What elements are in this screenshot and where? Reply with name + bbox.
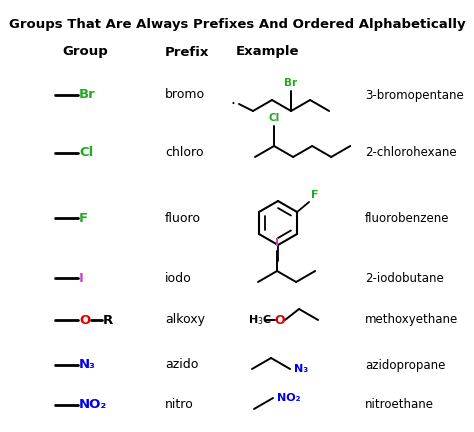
Text: N₃: N₃ [294,364,308,374]
Text: Cl: Cl [79,146,93,159]
Text: Example: Example [236,45,300,58]
Text: H$_3$C: H$_3$C [248,313,272,327]
Text: O: O [275,314,285,327]
Text: fluoro: fluoro [165,212,201,225]
Text: I: I [79,271,84,285]
Text: alkoxy: alkoxy [165,314,205,327]
Text: O: O [79,314,90,327]
Text: Prefix: Prefix [165,45,210,58]
Text: bromo: bromo [165,89,205,102]
Text: NO₂: NO₂ [79,398,107,412]
Text: 2-chlorohexane: 2-chlorohexane [365,146,456,159]
Text: nitro: nitro [165,398,194,412]
Text: iodo: iodo [165,271,192,285]
Text: 3-bromopentane: 3-bromopentane [365,89,464,102]
Text: Group: Group [62,45,108,58]
Text: F: F [311,190,319,200]
Text: F: F [79,212,88,225]
Text: nitroethane: nitroethane [365,398,434,412]
Text: ·: · [230,96,235,111]
Text: N₃: N₃ [79,359,96,372]
Text: I: I [275,238,279,248]
Text: NO₂: NO₂ [277,393,301,403]
Text: Br: Br [79,89,96,102]
Text: azidopropane: azidopropane [365,359,446,372]
Text: Groups That Are Always Prefixes And Ordered Alphabetically: Groups That Are Always Prefixes And Orde… [9,18,465,31]
Text: Cl: Cl [268,113,280,123]
Text: R: R [103,314,113,327]
Text: fluorobenzene: fluorobenzene [365,212,449,225]
Text: 2-iodobutane: 2-iodobutane [365,271,444,285]
Text: Br: Br [284,78,298,88]
Text: azido: azido [165,359,199,372]
Text: chloro: chloro [165,146,203,159]
Text: methoxyethane: methoxyethane [365,314,458,327]
